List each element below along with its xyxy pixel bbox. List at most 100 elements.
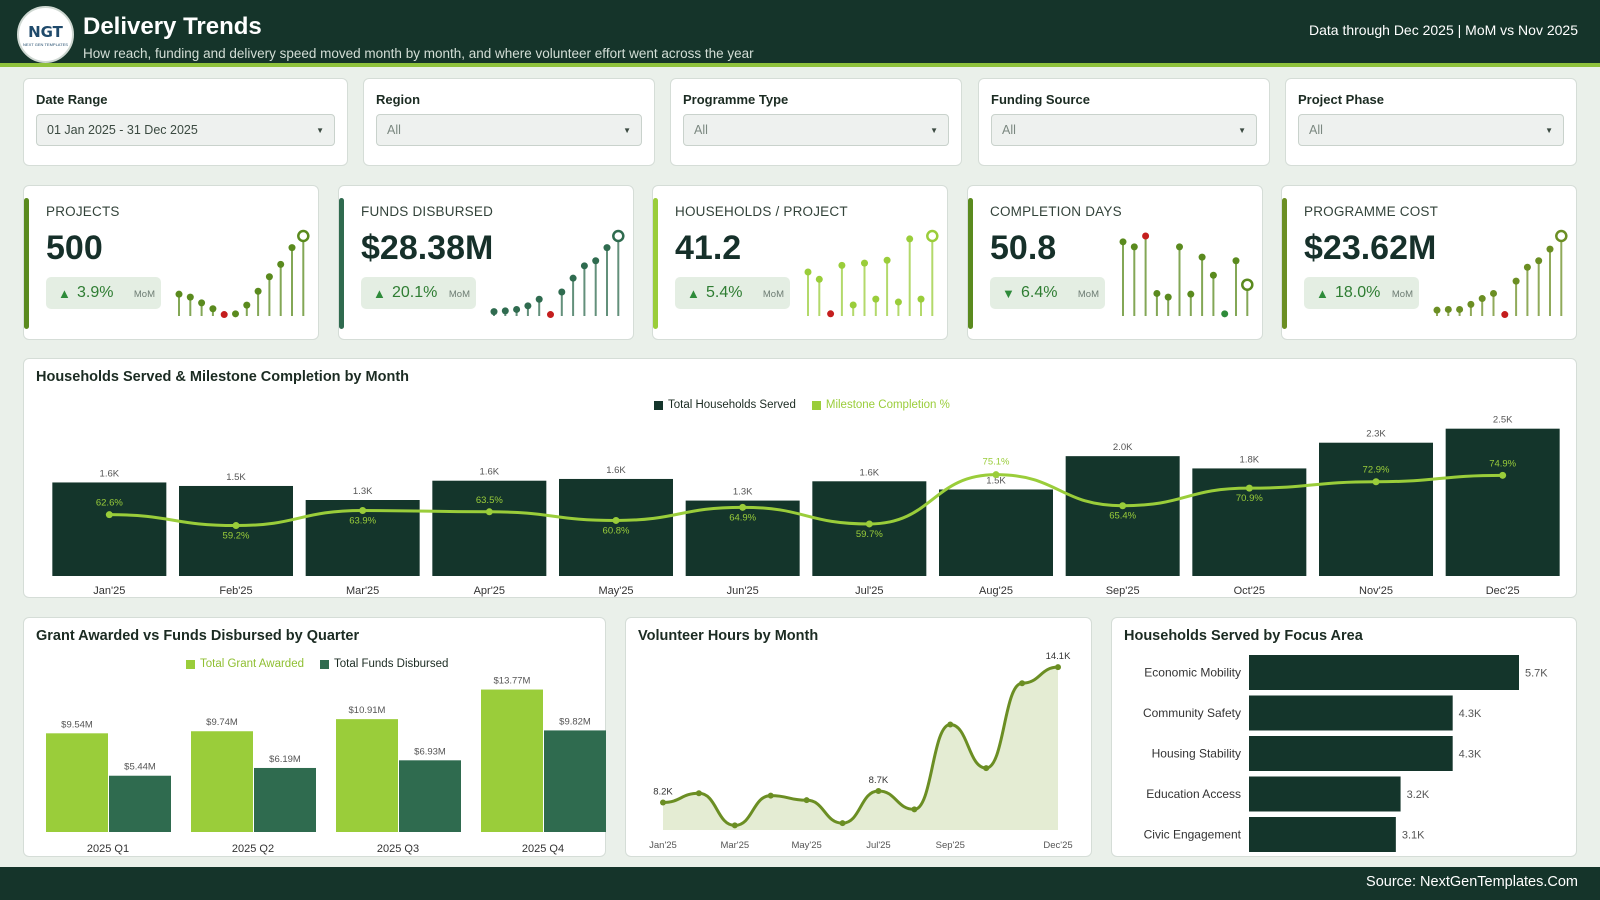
bar-value-label: 1.5K bbox=[986, 475, 1006, 486]
kpi-sparkline bbox=[490, 229, 625, 319]
bar-value-label: $9.54M bbox=[61, 719, 93, 730]
filter-label: Date Range bbox=[36, 92, 108, 107]
category-label: Housing Stability bbox=[1152, 747, 1241, 761]
filter-region: Region All ▼ bbox=[363, 78, 655, 166]
x-axis-label: May'25 bbox=[598, 585, 633, 597]
milestone-point bbox=[105, 511, 113, 519]
logo: NGT NEXT GEN TEMPLATES bbox=[17, 6, 74, 63]
milestone-value-label: 59.7% bbox=[856, 529, 883, 540]
legend-label: Total Grant Awarded bbox=[200, 658, 304, 670]
sparkline-point bbox=[1523, 263, 1531, 271]
bar-value-label: $9.82M bbox=[559, 716, 591, 727]
programme-type-dropdown[interactable]: All ▼ bbox=[683, 114, 949, 146]
kpi-accent-bar bbox=[24, 198, 29, 329]
kpi-change-badge: ▲ 18.0% MoM bbox=[1304, 277, 1419, 309]
kpi-value: 41.2 bbox=[675, 229, 742, 267]
sparkline-point bbox=[603, 244, 611, 252]
sparkline-point bbox=[243, 301, 251, 309]
volunteer-area-chart: 8.2K 8.7K 14.1K Jan'25 Mar'25 May'25 Jul'25 Sep… bbox=[649, 651, 1072, 851]
volunteer-point bbox=[911, 806, 918, 813]
focus-area-bar bbox=[1249, 817, 1396, 852]
kpi-label: PROGRAMME COST bbox=[1304, 204, 1439, 219]
milestone-value-label: 60.8% bbox=[603, 525, 630, 536]
kpi-change-period: MoM bbox=[448, 289, 470, 300]
date-range-dropdown[interactable]: 01 Jan 2025 - 31 Dec 2025 ▼ bbox=[36, 114, 335, 146]
dropdown-value: 01 Jan 2025 - 31 Dec 2025 bbox=[47, 123, 198, 137]
households-bar bbox=[685, 500, 800, 576]
bar-value-label: 2.5K bbox=[1493, 415, 1513, 426]
focus-area-bar bbox=[1249, 776, 1401, 812]
sparkline-latest-point bbox=[1555, 229, 1568, 243]
sparkline-point bbox=[209, 305, 217, 313]
grant-awarded-bar bbox=[336, 719, 398, 832]
sparkline-point bbox=[175, 290, 183, 298]
milestone-line bbox=[109, 473, 1503, 528]
kpi-card-programme-cost: PROGRAMME COST $23.62M ▲ 18.0% MoM bbox=[1281, 185, 1577, 340]
kpi-label: FUNDS DISBURSED bbox=[361, 204, 494, 219]
dropdown-value: All bbox=[387, 123, 401, 137]
milestone-point bbox=[485, 508, 493, 516]
sparkline-point bbox=[1512, 277, 1520, 285]
sparkline-point bbox=[1119, 238, 1127, 246]
bar-value-label: $13.77M bbox=[494, 676, 531, 687]
funds-disbursed-bar bbox=[109, 775, 171, 832]
bar-value-label: 1.6K bbox=[860, 467, 880, 478]
x-axis-label: Dec'25 bbox=[1043, 840, 1072, 851]
kpi-sparkline bbox=[175, 229, 310, 319]
sparkline-point bbox=[1467, 300, 1475, 308]
legend-swatch bbox=[320, 659, 329, 669]
bar-value-label: 5.7K bbox=[1525, 668, 1548, 680]
milestone-point bbox=[1372, 478, 1380, 486]
x-axis-label: Feb'25 bbox=[219, 585, 252, 597]
sparkline-point bbox=[1164, 293, 1172, 301]
region-dropdown[interactable]: All ▼ bbox=[376, 114, 642, 146]
x-axis-label: Oct'25 bbox=[1234, 585, 1265, 597]
grant-bar-chart: $9.54M $5.44M 2025 Q1 $9.74M $6.19M 2025 Q2 $1… bbox=[46, 676, 606, 855]
bar-value-label: $6.93M bbox=[414, 746, 446, 757]
sparkline-point bbox=[1456, 305, 1464, 313]
x-axis-label: Aug'25 bbox=[979, 585, 1013, 597]
households-bar bbox=[179, 485, 293, 576]
dropdown-value: All bbox=[1002, 123, 1016, 137]
project-phase-dropdown[interactable]: All ▼ bbox=[1298, 114, 1564, 146]
arrow-up-icon: ▲ bbox=[1316, 286, 1329, 301]
sparkline-point bbox=[815, 275, 823, 283]
legend-label: Milestone Completion % bbox=[825, 399, 950, 411]
x-axis-label: 2025 Q3 bbox=[377, 843, 419, 855]
milestone-point bbox=[232, 522, 240, 530]
bar-value-label: 3.1K bbox=[1402, 830, 1425, 842]
sparkline-point bbox=[1232, 257, 1240, 265]
chevron-down-icon: ▼ bbox=[623, 125, 631, 135]
sparkline-point bbox=[827, 310, 835, 318]
focus-area-bar bbox=[1249, 736, 1453, 771]
volunteer-area-fill bbox=[663, 667, 1058, 830]
chart-title: Households Served & Milestone Completion… bbox=[36, 369, 409, 385]
bar-value-label: $10.91M bbox=[349, 705, 386, 716]
sparkline-point bbox=[265, 273, 273, 281]
arrow-down-icon: ▼ bbox=[1002, 286, 1015, 301]
households-bar bbox=[559, 478, 673, 576]
kpi-accent-bar bbox=[968, 198, 973, 329]
bar-value-label: $9.74M bbox=[206, 717, 238, 728]
x-axis-label: Sep'25 bbox=[936, 840, 965, 851]
sparkline-point bbox=[547, 311, 554, 319]
source-label: Source: NextGenTemplates.Com bbox=[1366, 874, 1578, 890]
sparkline-point bbox=[1176, 243, 1183, 251]
households-bar bbox=[52, 482, 167, 576]
milestone-value-label: 62.6% bbox=[96, 498, 123, 509]
chevron-down-icon: ▼ bbox=[930, 125, 938, 135]
chart-title: Households Served by Focus Area bbox=[1124, 628, 1363, 644]
volunteer-value-label: 8.2K bbox=[653, 786, 673, 797]
sparkline-point bbox=[917, 295, 925, 303]
sparkline-point bbox=[838, 261, 846, 269]
arrow-up-icon: ▲ bbox=[373, 286, 386, 301]
kpi-value: $23.62M bbox=[1304, 229, 1437, 267]
funding-source-dropdown[interactable]: All ▼ bbox=[991, 114, 1257, 146]
sparkline-point bbox=[1142, 232, 1150, 240]
households-bar bbox=[812, 481, 927, 576]
filter-label: Programme Type bbox=[683, 92, 789, 107]
bar-value-label: 2.0K bbox=[1113, 442, 1133, 453]
sparkline-point bbox=[220, 311, 228, 319]
volunteer-value-label: 8.7K bbox=[869, 775, 889, 786]
sparkline-latest-point bbox=[926, 229, 939, 243]
